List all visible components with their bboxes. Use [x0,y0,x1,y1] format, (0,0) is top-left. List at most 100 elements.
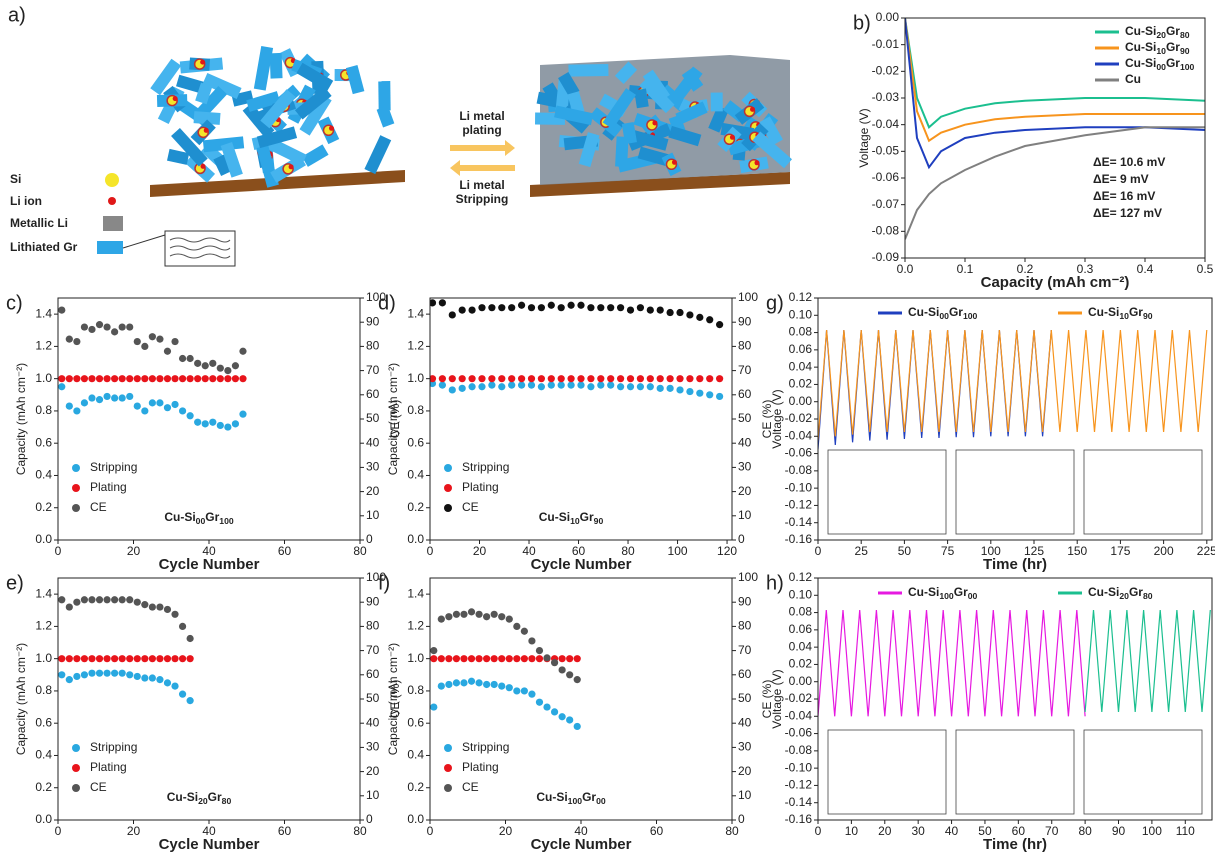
point [490,680,498,689]
y-tick-label: 0.2 [407,500,424,514]
y-tick-label: -0.02 [785,691,813,705]
point [103,669,111,677]
point [111,328,119,336]
y-tick-label: 0.4 [35,748,52,762]
point [706,391,714,399]
point [171,400,179,409]
point [73,598,81,606]
point [95,375,104,383]
point [458,306,466,314]
li-ion [750,106,756,112]
legend-marker [444,744,452,752]
x-tick-label: 100 [668,544,688,558]
x-tick-label: 150 [1067,544,1087,558]
point [88,325,96,334]
y-tick-label: -0.04 [785,708,813,722]
point [133,598,141,606]
panel-label: f) [378,572,390,594]
point [133,655,141,663]
point [171,337,179,346]
x-tick-label: 0.5 [1197,262,1214,276]
legend-label: Stripping [462,460,509,474]
flake [567,91,585,115]
point [103,323,111,331]
point [239,375,247,383]
point [716,392,724,401]
y-tick-label: 1.2 [407,339,424,353]
point [547,381,555,389]
point [567,381,575,389]
point [498,682,506,690]
x-tick-label: 110 [1176,824,1195,838]
point [231,420,240,428]
series-line [905,126,1205,240]
plot-frame [904,17,1206,259]
point [646,306,654,314]
point [111,655,119,663]
flake [639,77,675,114]
li-ion [671,159,677,165]
li-ion-icon [108,197,116,205]
y-tick-label: -0.08 [872,224,900,238]
point [216,421,224,430]
x-axis-label: Time (hr) [983,556,1047,573]
flake [246,91,281,112]
point [537,304,545,312]
point [141,407,149,415]
point [65,676,73,684]
panel-label: h) [766,572,784,594]
point [686,387,694,396]
point [666,308,674,317]
inset [955,729,1075,815]
x-axis-label: Cycle Number [531,556,632,573]
legend-label: Cu-Si100Gr00 [908,585,978,601]
point [216,375,224,383]
plot-frame [817,297,1213,541]
point [452,610,461,618]
x-tick-label: 40 [202,544,216,558]
point [148,399,156,407]
point [458,375,466,383]
point [186,412,194,420]
li-ion [288,164,294,170]
x-tick-label: 0.4 [1137,262,1154,276]
point [557,375,565,383]
flake [195,82,213,105]
point [626,375,635,383]
y2-tick-label: 40 [738,715,752,729]
point [118,596,126,604]
y2-tick-label: 10 [738,508,752,522]
y-tick-label: 0.4 [407,468,424,482]
point [656,306,664,314]
point [194,418,202,426]
inset [1083,449,1203,535]
x-axis-label: Capacity (mAh cm⁻²) [981,274,1130,291]
li-ion [200,163,206,169]
y-tick-label: 0.00 [789,394,813,408]
point [65,375,73,383]
y-tick-label: 0.6 [407,435,424,449]
y2-tick-label: 90 [738,594,752,608]
flake [637,146,670,167]
point [716,321,724,329]
x-tick-label: 60 [1012,824,1026,838]
x-tick-label: 125 [1024,544,1044,558]
point [178,690,187,698]
point [505,684,513,692]
y2-tick-label: 10 [366,788,380,802]
point [148,655,156,663]
point [498,655,506,663]
point [573,722,581,731]
point [452,655,461,663]
point [430,703,438,711]
y-tick-label: 0.10 [789,587,813,601]
point [508,375,516,383]
x-tick-label: 120 [717,544,737,558]
y-axis-label: Voltage (V) [857,108,871,167]
y-tick-label: 1.4 [407,306,424,320]
y-tick-label: 1.4 [35,306,52,320]
point [646,383,654,391]
y-tick-label: 0.2 [407,780,424,794]
inset [827,729,947,815]
